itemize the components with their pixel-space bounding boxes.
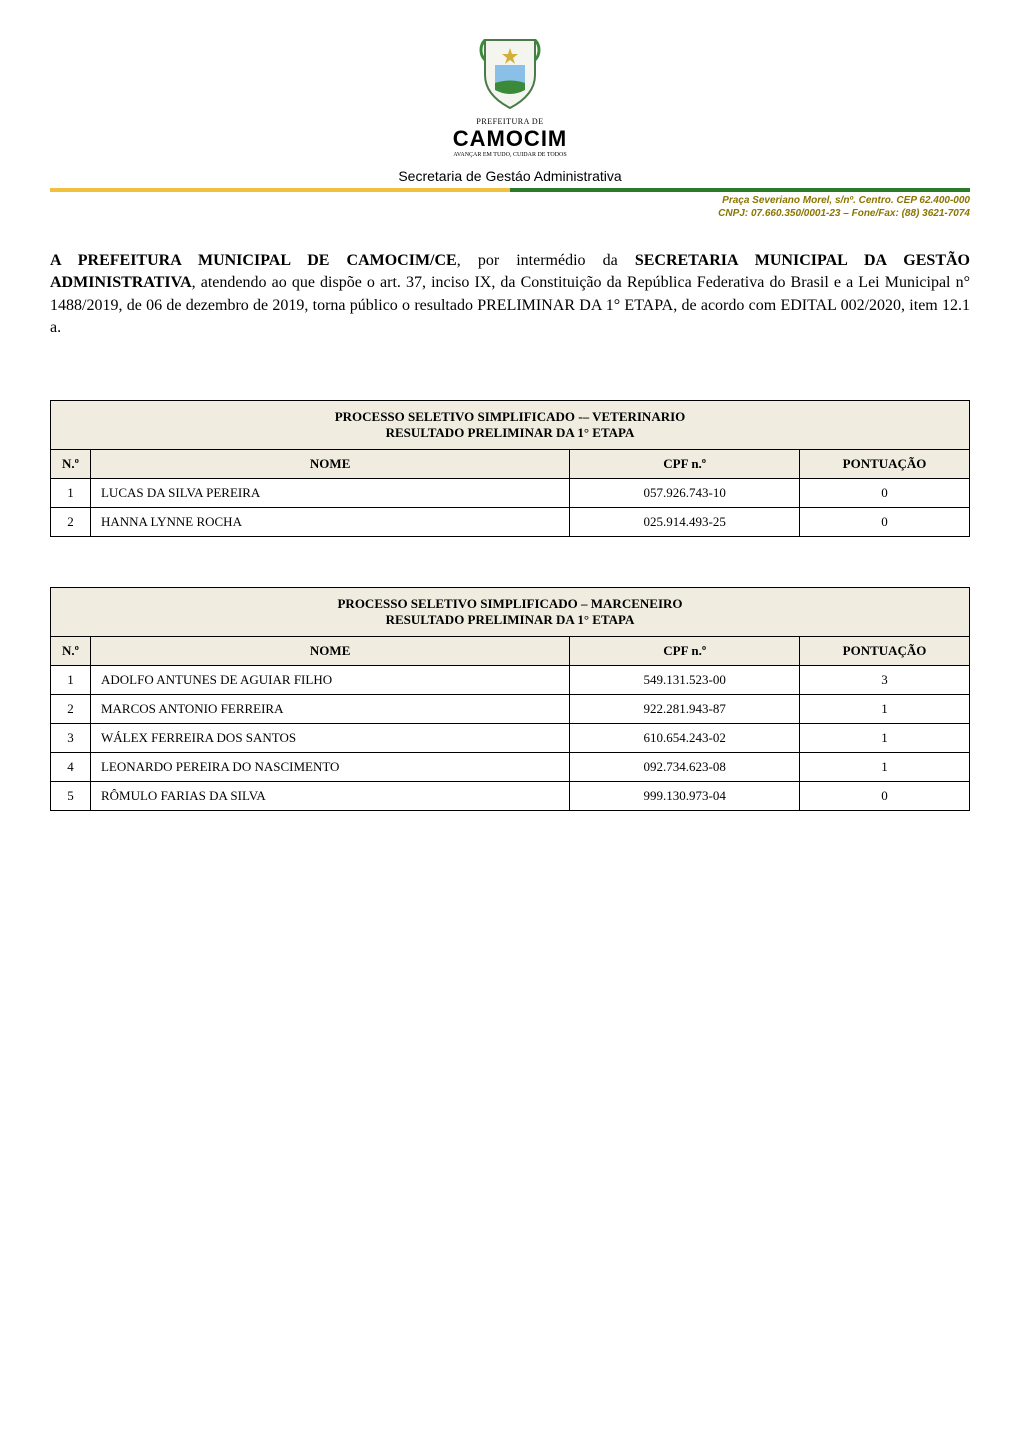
intro-bold-1: A PREFEITURA MUNICIPAL DE CAMOCIM/CE	[50, 252, 457, 269]
col-header-num: N.º	[51, 449, 91, 478]
col-header-cpf: CPF n.º	[570, 636, 800, 665]
cell-nome: WÁLEX FERREIRA DOS SANTOS	[90, 723, 569, 752]
col-header-nome: NOME	[90, 636, 569, 665]
col-header-num: N.º	[51, 636, 91, 665]
table-title-row: PROCESSO SELETIVO SIMPLIFICADO – MARCENE…	[51, 587, 970, 636]
cell-pontuacao: 1	[800, 752, 970, 781]
col-header-nome: NOME	[90, 449, 569, 478]
cell-nome: RÔMULO FARIAS DA SILVA	[90, 781, 569, 810]
cell-num: 3	[51, 723, 91, 752]
table-header-row: N.º NOME CPF n.º PONTUAÇÃO	[51, 449, 970, 478]
cell-nome: MARCOS ANTONIO FERREIRA	[90, 694, 569, 723]
cell-pontuacao: 1	[800, 723, 970, 752]
intro-paragraph: A PREFEITURA MUNICIPAL DE CAMOCIM/CE, po…	[50, 250, 970, 340]
cell-pontuacao: 0	[800, 781, 970, 810]
cell-pontuacao: 1	[800, 694, 970, 723]
address-line-1: Praça Severiano Morel, s/nº. Centro. CEP…	[722, 195, 970, 206]
table-row: 2 HANNA LYNNE ROCHA 025.914.493-25 0	[51, 507, 970, 536]
logo-city-name: CAMOCIM	[50, 126, 970, 152]
cell-pontuacao: 3	[800, 665, 970, 694]
table-row: 5 RÔMULO FARIAS DA SILVA 999.130.973-04 …	[51, 781, 970, 810]
cell-nome: LUCAS DA SILVA PEREIRA	[90, 478, 569, 507]
table-row: 2 MARCOS ANTONIO FERREIRA 922.281.943-87…	[51, 694, 970, 723]
cell-pontuacao: 0	[800, 478, 970, 507]
cell-cpf: 549.131.523-00	[570, 665, 800, 694]
cell-num: 5	[51, 781, 91, 810]
table2-title-line1: PROCESSO SELETIVO SIMPLIFICADO – MARCENE…	[337, 596, 682, 611]
cell-cpf: 057.926.743-10	[570, 478, 800, 507]
col-header-pontuacao: PONTUAÇÃO	[800, 636, 970, 665]
table1-title-line2: RESULTADO PRELIMINAR DA 1° ETAPA	[386, 425, 635, 440]
cell-num: 1	[51, 478, 91, 507]
table-marceneiro: PROCESSO SELETIVO SIMPLIFICADO – MARCENE…	[50, 587, 970, 811]
table-veterinario: PROCESSO SELETIVO SIMPLIFICADO -– VETERI…	[50, 400, 970, 537]
table2-title-line2: RESULTADO PRELIMINAR DA 1° ETAPA	[386, 612, 635, 627]
header-color-bar	[50, 188, 970, 192]
bar-yellow-segment	[50, 188, 510, 192]
cell-nome: ADOLFO ANTUNES DE AGUIAR FILHO	[90, 665, 569, 694]
col-header-cpf: CPF n.º	[570, 449, 800, 478]
table-row: 1 ADOLFO ANTUNES DE AGUIAR FILHO 549.131…	[51, 665, 970, 694]
cell-num: 2	[51, 694, 91, 723]
cell-nome: LEONARDO PEREIRA DO NASCIMENTO	[90, 752, 569, 781]
table-row: 4 LEONARDO PEREIRA DO NASCIMENTO 092.734…	[51, 752, 970, 781]
table-header-row: N.º NOME CPF n.º PONTUAÇÃO	[51, 636, 970, 665]
table-title-cell: PROCESSO SELETIVO SIMPLIFICADO – MARCENE…	[51, 587, 970, 636]
cell-pontuacao: 0	[800, 507, 970, 536]
address-block: Praça Severiano Morel, s/nº. Centro. CEP…	[50, 194, 970, 220]
cell-num: 4	[51, 752, 91, 781]
logo-subtext: AVANÇAR EM TUDO, CUIDAR DE TODOS	[50, 152, 970, 158]
table1-title-line1: PROCESSO SELETIVO SIMPLIFICADO -– VETERI…	[335, 409, 686, 424]
cell-num: 2	[51, 507, 91, 536]
city-shield-icon	[475, 30, 545, 110]
cell-cpf: 999.130.973-04	[570, 781, 800, 810]
col-header-pontuacao: PONTUAÇÃO	[800, 449, 970, 478]
logo-prefeitura-label: PREFEITURA DE	[50, 117, 970, 126]
header-logo-block: PREFEITURA DE CAMOCIM AVANÇAR EM TUDO, C…	[50, 30, 970, 158]
address-line-2: CNPJ: 07.660.350/0001-23 – Fone/Fax: (88…	[718, 208, 970, 219]
cell-cpf: 922.281.943-87	[570, 694, 800, 723]
table-title-cell: PROCESSO SELETIVO SIMPLIFICADO -– VETERI…	[51, 400, 970, 449]
bar-green-segment	[510, 188, 970, 192]
cell-nome: HANNA LYNNE ROCHA	[90, 507, 569, 536]
table-row: 3 WÁLEX FERREIRA DOS SANTOS 610.654.243-…	[51, 723, 970, 752]
cell-num: 1	[51, 665, 91, 694]
secretaria-title: Secretaria de Gestáo Administrativa	[50, 168, 970, 184]
table-row: 1 LUCAS DA SILVA PEREIRA 057.926.743-10 …	[51, 478, 970, 507]
cell-cpf: 025.914.493-25	[570, 507, 800, 536]
cell-cpf: 610.654.243-02	[570, 723, 800, 752]
intro-text-2: , por intermédio da	[457, 252, 635, 269]
cell-cpf: 092.734.623-08	[570, 752, 800, 781]
table-title-row: PROCESSO SELETIVO SIMPLIFICADO -– VETERI…	[51, 400, 970, 449]
